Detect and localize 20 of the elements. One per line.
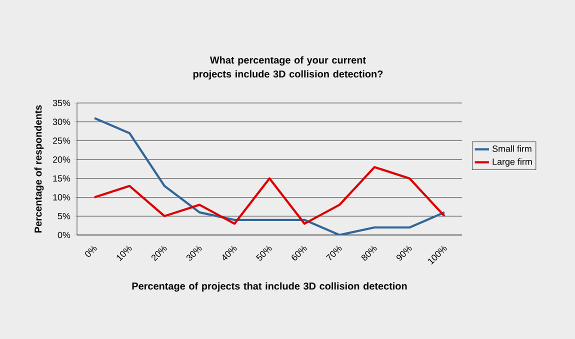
x-tick-label: 30% [186, 246, 202, 261]
x-axis-title: Percentage of projects that include 3D collision detection [132, 282, 407, 292]
y-tick-label: 20% [52, 156, 70, 163]
y-tick-label: 5% [58, 212, 70, 220]
line-series [93, 166, 446, 225]
legend-label: Small firm [492, 145, 532, 152]
y-tick-label: 35% [52, 100, 70, 106]
y-tick-label: 25% [52, 138, 70, 144]
y-tick-label: 15% [53, 175, 70, 182]
chart-title: What percentage of your current projects include 3D collision detection? [193, 56, 383, 80]
x-tick-label: 40% [222, 246, 237, 260]
y-tick-label: 0% [58, 232, 70, 238]
y-axis-title: Percentage of respondents [34, 105, 44, 233]
y-tick-label: 10% [53, 194, 70, 200]
x-tick-label: 70% [326, 246, 342, 260]
x-tick-label: 90% [396, 246, 412, 261]
legend-label: Large firm [492, 158, 532, 167]
y-tick-label: 30% [52, 118, 70, 126]
x-tick-label: 0% [85, 246, 97, 257]
x-tick-label: 60% [292, 246, 307, 260]
